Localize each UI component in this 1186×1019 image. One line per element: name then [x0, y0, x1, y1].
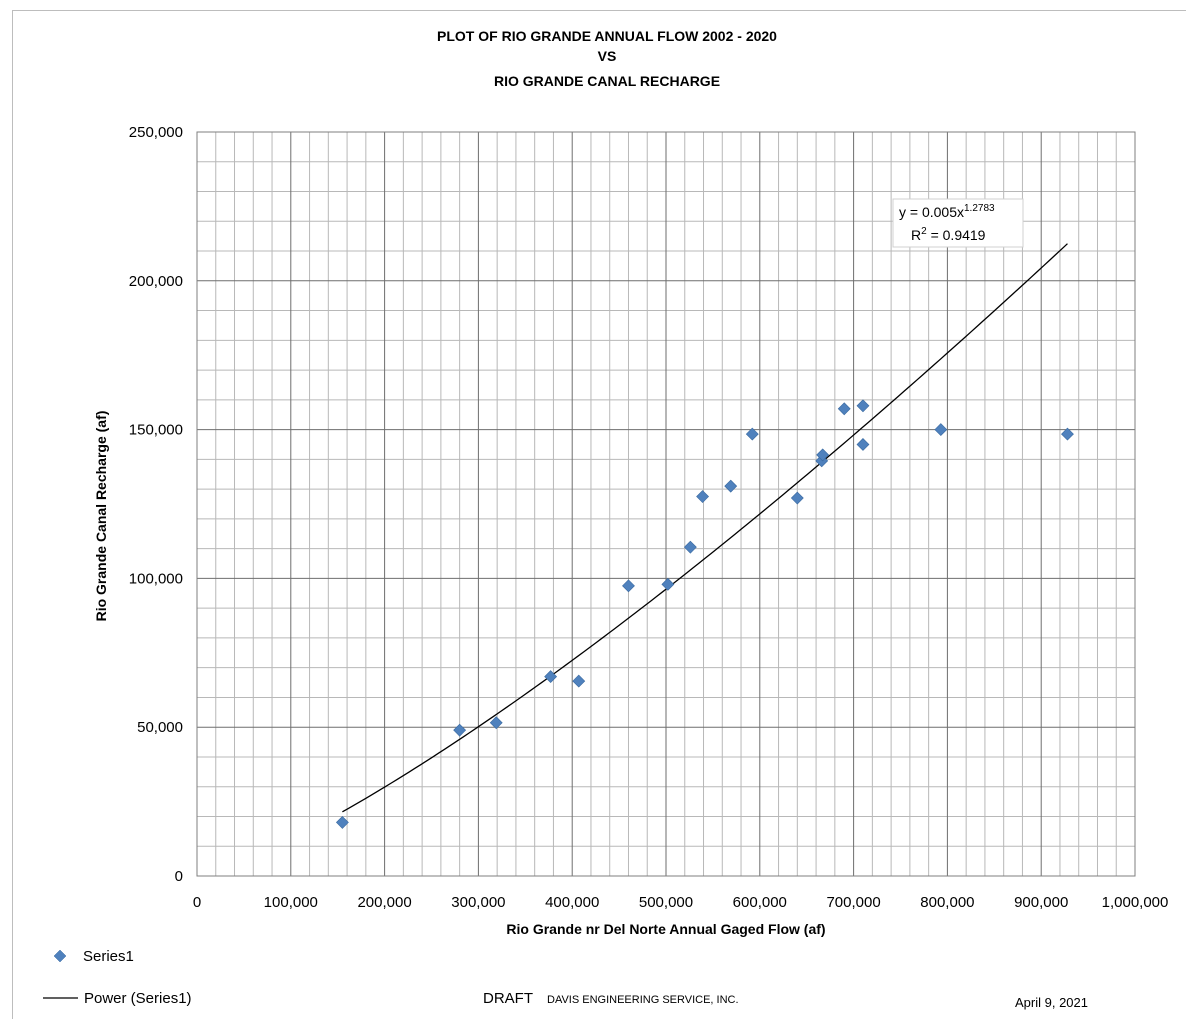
data-point — [572, 674, 586, 688]
x-tick-label: 300,000 — [451, 894, 505, 911]
data-point — [724, 479, 738, 493]
x-tick-label: 500,000 — [639, 894, 693, 911]
data-point — [335, 816, 349, 829]
data-point — [837, 402, 851, 416]
legend-series1-marker — [53, 949, 67, 963]
x-axis-tick-labels: 0 100,000 200,000 300,000 400,000 500,000 600,… — [193, 894, 1169, 911]
data-point — [453, 723, 467, 737]
y-tick-label: 200,000 — [129, 273, 183, 290]
plot-area-border — [196, 131, 1136, 877]
y-axis-tick-labels: 0 50,000 100,000 150,000 200,000 250,000 — [129, 124, 183, 885]
data-point — [790, 491, 804, 505]
legend: Series1 Power (Series1) — [43, 948, 192, 1007]
footer-draft-label: DRAFT — [483, 990, 533, 1007]
x-tick-label: 800,000 — [920, 894, 974, 911]
data-point — [683, 540, 697, 554]
trendline-r-squared: R2 = 0.9419 — [911, 226, 986, 243]
x-tick-label: 600,000 — [733, 894, 787, 911]
x-tick-label: 200,000 — [357, 894, 411, 911]
x-axis-title: Rio Grande nr Del Norte Annual Gaged Flo… — [506, 921, 825, 937]
trendline-label-box — [892, 198, 1024, 248]
chart-svg: PLOT OF RIO GRANDE ANNUAL FLOW 2002 - 20… — [43, 28, 1169, 1010]
x-tick-label: 700,000 — [826, 894, 880, 911]
footer-date: April 9, 2021 — [1015, 995, 1088, 1010]
legend-trend-label: Power (Series1) — [84, 990, 192, 1007]
chart-title: PLOT OF RIO GRANDE ANNUAL FLOW 2002 - 20… — [437, 28, 777, 89]
y-tick-label: 50,000 — [137, 719, 183, 736]
data-point — [856, 399, 870, 413]
x-tick-label: 900,000 — [1014, 894, 1068, 911]
chart-area[interactable]: PLOT OF RIO GRANDE ANNUAL FLOW 2002 - 20… — [12, 10, 1186, 1019]
series1-points — [335, 399, 1074, 829]
data-point — [1061, 427, 1074, 441]
data-point — [745, 427, 759, 441]
data-point — [489, 716, 503, 730]
y-tick-label: 0 — [175, 868, 183, 885]
legend-series1-label: Series1 — [83, 948, 134, 965]
y-axis-title: Rio Grande Canal Recharge (af) — [93, 411, 109, 622]
chart-title-line-3: RIO GRANDE CANAL RECHARGE — [494, 73, 720, 89]
trendline-power — [342, 243, 1068, 813]
y-tick-label: 150,000 — [129, 422, 183, 439]
footer: DRAFT DAVIS ENGINEERING SERVICE, INC. Ap… — [483, 990, 1088, 1010]
trendline-label: y = 0.005x1.2783 R2 = 0.9419 — [892, 198, 1024, 248]
x-tick-label: 0 — [193, 894, 201, 911]
chart-title-line-1: PLOT OF RIO GRANDE ANNUAL FLOW 2002 - 20… — [437, 28, 777, 44]
data-point — [544, 670, 558, 684]
data-point — [816, 448, 830, 462]
y-tick-label: 100,000 — [129, 570, 183, 587]
data-point — [622, 579, 635, 593]
footer-company: DAVIS ENGINEERING SERVICE, INC. — [547, 994, 739, 1006]
data-point — [661, 577, 675, 591]
data-point — [856, 438, 870, 451]
trendline-equation: y = 0.005x1.2783 — [899, 203, 995, 220]
x-tick-label: 100,000 — [264, 894, 318, 911]
data-point — [934, 423, 948, 437]
x-tick-label: 1,000,000 — [1102, 894, 1169, 911]
y-tick-label: 250,000 — [129, 124, 183, 141]
x-tick-label: 400,000 — [545, 894, 599, 911]
chart-title-line-2: VS — [598, 48, 617, 64]
data-point — [696, 490, 710, 503]
